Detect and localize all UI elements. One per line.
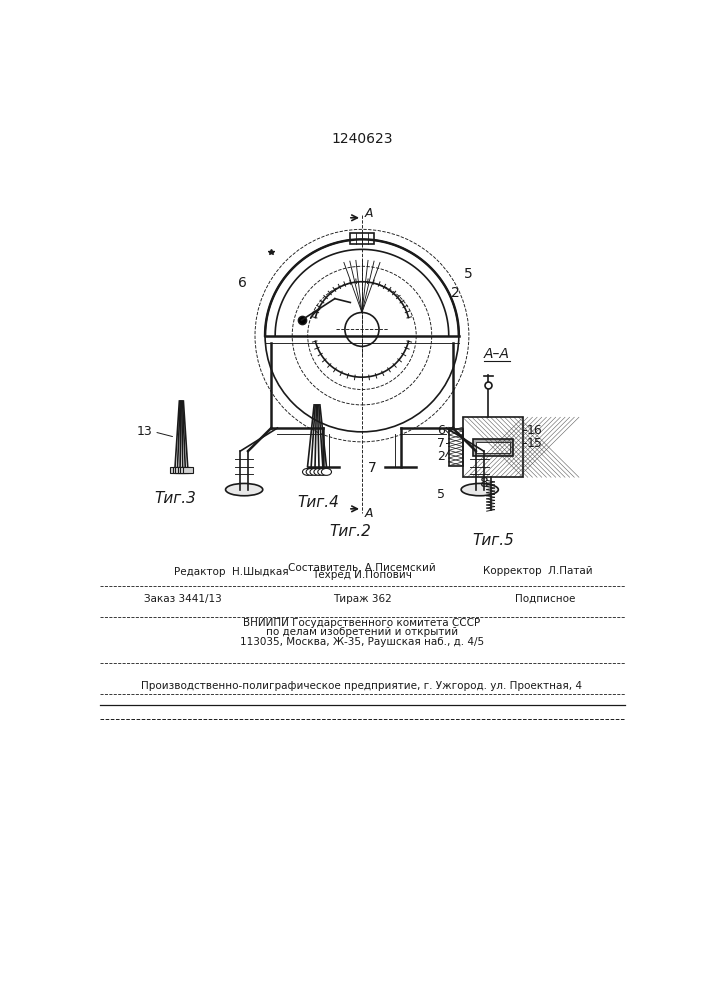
- Text: A–A: A–A: [484, 347, 510, 361]
- Ellipse shape: [226, 483, 263, 496]
- Text: Τиг.4: Τиг.4: [298, 495, 339, 510]
- Text: Τиг.3: Τиг.3: [154, 491, 196, 506]
- Bar: [349, 233, 374, 244]
- Ellipse shape: [317, 468, 328, 475]
- Ellipse shape: [306, 468, 316, 475]
- Text: 8: 8: [480, 476, 489, 490]
- Bar: [175, 467, 185, 473]
- Text: A: A: [365, 207, 373, 220]
- Text: Производственно-полиграфическое предприятие, г. Ужгород. ул. Проектная, 4: Производственно-полиграфическое предприя…: [141, 681, 583, 691]
- Ellipse shape: [303, 468, 312, 475]
- Text: 7: 7: [437, 437, 445, 450]
- Text: Корректор  Л.Патай: Корректор Л.Патай: [483, 566, 592, 576]
- Text: 7: 7: [368, 461, 377, 475]
- Text: 5: 5: [464, 267, 473, 281]
- Bar: [180, 467, 190, 473]
- Bar: [462, 417, 523, 477]
- Text: 5: 5: [437, 488, 445, 501]
- Bar: [476, 442, 510, 453]
- Ellipse shape: [314, 468, 324, 475]
- Text: Τиг.2: Τиг.2: [329, 524, 371, 539]
- Text: 13: 13: [136, 425, 152, 438]
- Text: 6: 6: [437, 424, 445, 437]
- Bar: [173, 467, 182, 473]
- Text: 113035, Москва, Ж-35, Раушская наб., д. 4/5: 113035, Москва, Ж-35, Раушская наб., д. …: [240, 637, 484, 647]
- Text: Τиг.5: Τиг.5: [472, 533, 514, 548]
- Bar: [449, 429, 462, 466]
- Circle shape: [345, 312, 379, 346]
- Text: 16: 16: [527, 424, 543, 437]
- Text: 1240623: 1240623: [331, 132, 392, 146]
- Bar: [182, 467, 193, 473]
- Ellipse shape: [322, 468, 332, 475]
- Text: Подписное: Подписное: [515, 594, 575, 604]
- Text: по делам изобретений и открытий: по делам изобретений и открытий: [266, 627, 458, 637]
- Text: Тираж 362: Тираж 362: [332, 594, 392, 604]
- Text: 15: 15: [527, 437, 543, 450]
- Text: 2: 2: [437, 450, 445, 463]
- Bar: [473, 439, 513, 456]
- Text: Редактор  Н.Шыдкая: Редактор Н.Шыдкая: [174, 567, 288, 577]
- Text: 2: 2: [451, 286, 460, 300]
- Bar: [177, 467, 187, 473]
- Ellipse shape: [461, 483, 498, 496]
- Text: Заказ 3441/13: Заказ 3441/13: [144, 594, 222, 604]
- Text: Составитель  А.Писемский: Составитель А.Писемский: [288, 563, 436, 573]
- Text: A: A: [365, 507, 373, 520]
- Text: 6: 6: [238, 276, 247, 290]
- Ellipse shape: [310, 468, 320, 475]
- Text: ВНИИПИ Государственного комитета СССР: ВНИИПИ Государственного комитета СССР: [243, 618, 481, 628]
- Bar: [170, 467, 180, 473]
- Text: Техред И.Попович: Техред И.Попович: [312, 570, 412, 580]
